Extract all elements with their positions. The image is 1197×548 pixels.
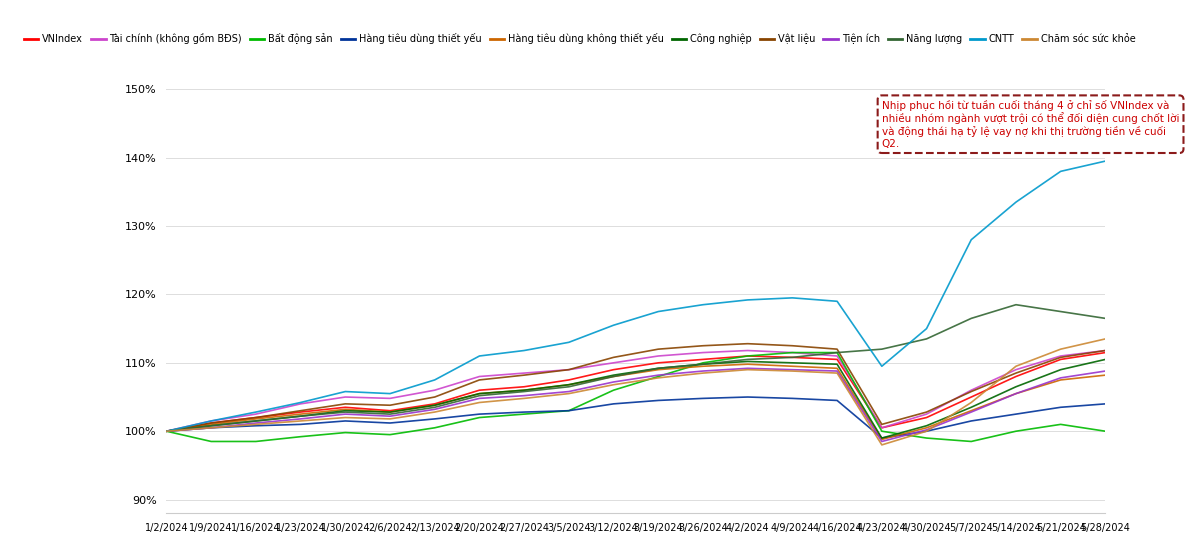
Legend: VNIndex, Tài chính (không gồm BĐS), Bất động sản, Hàng tiêu dùng thiết yếu, Hàng: VNIndex, Tài chính (không gồm BĐS), Bất … [20, 29, 1140, 48]
Text: Nhịp phục hồi từ tuần cuối tháng 4 ở chỉ số VNIndex và
nhiều nhóm ngành vượt trộ: Nhịp phục hồi từ tuần cuối tháng 4 ở chỉ… [882, 100, 1179, 149]
